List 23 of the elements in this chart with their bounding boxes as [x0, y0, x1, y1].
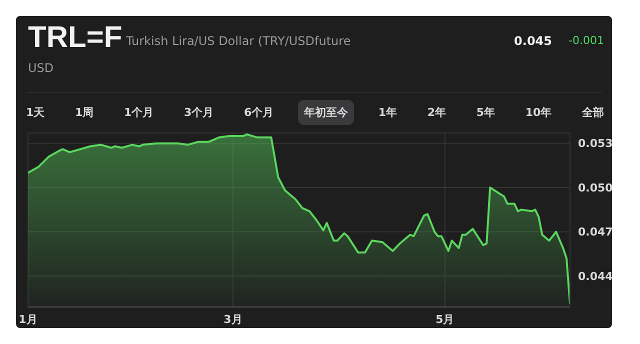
text: 1个月 — [123, 104, 155, 120]
text: 6个月 — [243, 104, 275, 120]
chart-subtitle: Turkish Lira/US Dollar (TRY/USDfuture — [126, 34, 351, 48]
x-tick-label: 1月 — [18, 312, 38, 326]
y-tick-label: 0.050 — [578, 181, 614, 194]
text: 5年 — [475, 104, 496, 120]
text: 10年 — [524, 104, 553, 120]
text: USD — [28, 61, 54, 75]
y-tick-label: 0.044 — [578, 270, 614, 283]
text: 年初至今 — [298, 100, 354, 124]
text: 全部 — [581, 104, 605, 120]
x-tick-label: 3月 — [224, 312, 242, 326]
text: 1周 — [74, 104, 95, 120]
y-tick-label: 0.047 — [578, 226, 613, 239]
text: 1年 — [377, 104, 398, 120]
text: 0.045 — [514, 34, 552, 48]
chart-title: TRL=F — [28, 21, 122, 55]
text: 2年 — [426, 104, 447, 120]
y-tick-label: 0.053 — [578, 137, 613, 150]
text: -0.001 — [568, 34, 604, 47]
x-tick-label: 5月 — [436, 312, 454, 326]
text: 1天 — [25, 104, 46, 120]
text: 3个月 — [183, 104, 215, 120]
